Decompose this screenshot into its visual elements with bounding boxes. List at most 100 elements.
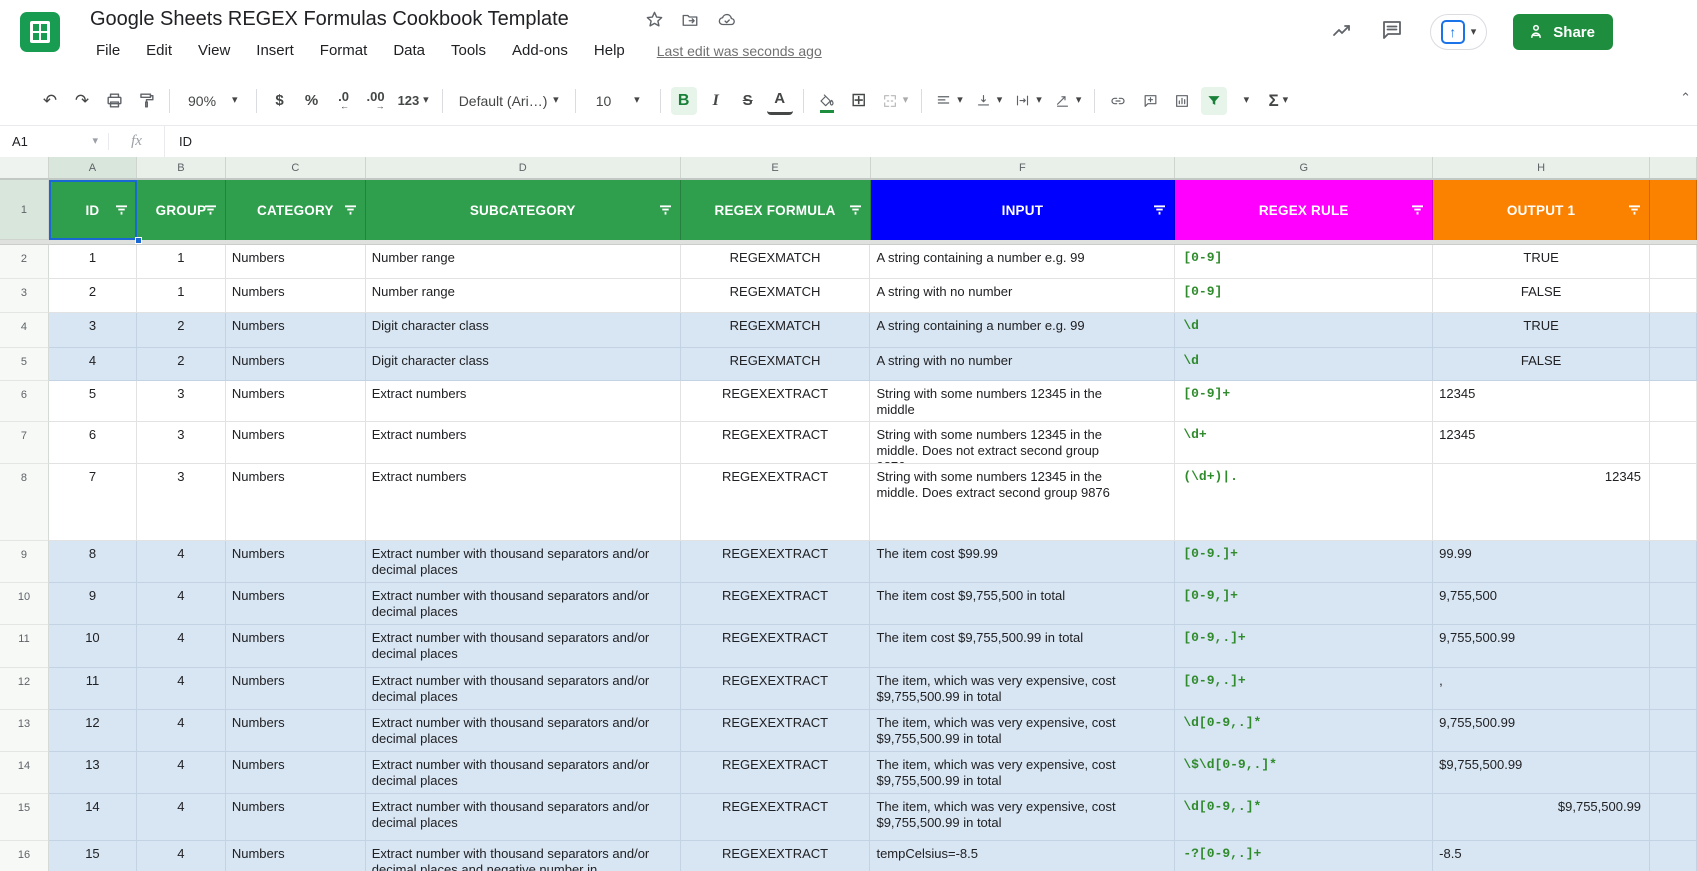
cell-formula[interactable]: REGEXEXTRACT xyxy=(680,464,871,541)
row-header-15[interactable]: 15 xyxy=(0,794,49,841)
cell-output[interactable]: TRUE xyxy=(1433,313,1651,348)
cell-id[interactable]: 11 xyxy=(48,668,137,710)
cell-empty[interactable] xyxy=(1650,583,1697,625)
cell-regex-rule[interactable]: [0-9,.]+ xyxy=(1175,668,1434,710)
column-header-B[interactable]: B xyxy=(137,157,226,178)
italic-button[interactable]: I xyxy=(712,91,719,109)
redo-button[interactable]: ↷ xyxy=(74,90,90,110)
cell-input[interactable]: The item cost $9,755,500 in total xyxy=(870,583,1176,625)
cell-input[interactable]: A string with no number xyxy=(870,279,1176,313)
column-header-G[interactable]: G xyxy=(1175,157,1434,178)
cell-output[interactable]: $9,755,500.99 xyxy=(1433,794,1651,841)
cell-empty[interactable] xyxy=(1650,279,1697,313)
header-filter-icon[interactable] xyxy=(1153,205,1166,216)
row-header-13[interactable]: 13 xyxy=(0,710,49,752)
cell-input[interactable]: The item, which was very expensive, cost… xyxy=(870,710,1176,752)
row-header-9[interactable]: 9 xyxy=(0,541,49,583)
formula-input[interactable]: ID xyxy=(164,126,1697,157)
cell-regex-rule[interactable]: \d[0-9,.]* xyxy=(1175,794,1434,841)
share-button[interactable]: Share xyxy=(1513,14,1613,50)
cell-group[interactable]: 3 xyxy=(136,381,226,422)
move-folder-icon[interactable] xyxy=(680,11,700,34)
star-icon[interactable] xyxy=(645,10,664,34)
cell-category[interactable]: Numbers xyxy=(225,381,366,422)
cell-category[interactable]: Numbers xyxy=(225,464,366,541)
menu-view[interactable]: View xyxy=(198,42,231,59)
cell-group[interactable]: 4 xyxy=(136,541,226,583)
cell-subcategory[interactable]: Extract numbers xyxy=(365,464,681,541)
document-title[interactable]: Google Sheets REGEX Formulas Cookbook Te… xyxy=(90,8,569,30)
cell-subcategory[interactable]: Extract numbers xyxy=(365,381,681,422)
text-rotation-button[interactable]: ▾ xyxy=(1051,87,1085,115)
cell-formula[interactable]: REGEXEXTRACT xyxy=(680,752,871,794)
cell-group[interactable]: 4 xyxy=(136,668,226,710)
header-cell-id[interactable]: ID xyxy=(48,180,137,240)
cell-category[interactable]: Numbers xyxy=(225,625,366,668)
cell-category[interactable]: Numbers xyxy=(225,794,366,841)
cloud-saved-icon[interactable] xyxy=(716,11,738,34)
cell-id[interactable]: 8 xyxy=(48,541,137,583)
cell-formula[interactable]: REGEXEXTRACT xyxy=(680,583,871,625)
cell-formula[interactable]: REGEXEXTRACT xyxy=(680,625,871,668)
cell-empty[interactable] xyxy=(1650,348,1697,381)
cell-empty[interactable] xyxy=(1650,381,1697,422)
menu-file[interactable]: File xyxy=(96,42,121,59)
cell-category[interactable]: Numbers xyxy=(225,841,366,871)
cell-group[interactable]: 4 xyxy=(136,583,226,625)
cell-category[interactable]: Numbers xyxy=(225,583,366,625)
cell-regex-rule[interactable]: \d xyxy=(1175,348,1434,381)
cell-regex-rule[interactable]: [0-9,]+ xyxy=(1175,583,1434,625)
cell-id[interactable]: 10 xyxy=(48,625,137,668)
cell-output[interactable]: FALSE xyxy=(1433,348,1651,381)
font-select[interactable]: Default (Ari…) ▾ xyxy=(458,92,559,109)
vertical-align-button[interactable]: ▾ xyxy=(972,87,1006,115)
row-header-1[interactable]: 1 xyxy=(0,180,49,240)
row-header-2[interactable]: 2 xyxy=(0,245,49,279)
header-cell-category[interactable]: CATEGORY xyxy=(225,180,366,240)
header-cell-regex-rule[interactable]: REGEX RULE xyxy=(1175,180,1434,240)
cell-subcategory[interactable]: Number range xyxy=(365,279,681,313)
cell-formula[interactable]: REGEXMATCH xyxy=(680,245,871,279)
cell-output[interactable]: 12345 xyxy=(1433,381,1651,422)
cell-subcategory[interactable]: Extract number with thousand separators … xyxy=(365,583,681,625)
select-all-corner[interactable] xyxy=(0,157,49,178)
cell-id[interactable]: 6 xyxy=(48,422,137,464)
row-header-5[interactable]: 5 xyxy=(0,348,49,381)
cell-output[interactable]: 12345 xyxy=(1433,422,1651,464)
cell-group[interactable]: 4 xyxy=(136,710,226,752)
cell-empty[interactable] xyxy=(1650,245,1697,279)
cell-group[interactable]: 2 xyxy=(136,313,226,348)
present-button[interactable]: ↑ ▾ xyxy=(1429,14,1488,50)
bold-button[interactable]: B xyxy=(670,86,697,115)
column-header-E[interactable]: E xyxy=(681,157,871,178)
cell-id[interactable]: 7 xyxy=(48,464,137,541)
cell-regex-rule[interactable]: \d xyxy=(1175,313,1434,348)
cell-input[interactable]: The item cost $9,755,500.99 in total xyxy=(870,625,1176,668)
cell-id[interactable]: 14 xyxy=(48,794,137,841)
cell-formula[interactable]: REGEXEXTRACT xyxy=(680,381,871,422)
cell-subcategory[interactable]: Digit character class xyxy=(365,348,681,381)
cell-id[interactable]: 1 xyxy=(48,245,137,279)
cell-category[interactable]: Numbers xyxy=(225,279,366,313)
cell-regex-rule[interactable]: (\d+)|. xyxy=(1175,464,1434,541)
cell-category[interactable]: Numbers xyxy=(225,752,366,794)
header-filter-icon[interactable] xyxy=(1411,205,1424,216)
cell-group[interactable]: 4 xyxy=(136,794,226,841)
cell-output[interactable]: 9,755,500.99 xyxy=(1433,710,1651,752)
cell-output[interactable]: 99.99 xyxy=(1433,541,1651,583)
header-filter-icon[interactable] xyxy=(115,205,128,216)
insights-icon[interactable] xyxy=(1330,18,1354,47)
cell-subcategory[interactable]: Extract number with thousand separators … xyxy=(365,710,681,752)
menu-addons[interactable]: Add-ons xyxy=(512,42,568,59)
cell-regex-rule[interactable]: [0-9]+ xyxy=(1175,381,1434,422)
menu-help[interactable]: Help xyxy=(593,42,625,59)
row-header-3[interactable]: 3 xyxy=(0,279,49,313)
cell-empty[interactable] xyxy=(1650,794,1697,841)
paint-format-button[interactable] xyxy=(133,87,159,115)
row-header-11[interactable]: 11 xyxy=(0,625,49,668)
cell-output[interactable]: FALSE xyxy=(1433,279,1651,313)
insert-link-button[interactable] xyxy=(1105,87,1131,115)
cell-id[interactable]: 13 xyxy=(48,752,137,794)
insert-chart-button[interactable] xyxy=(1169,87,1195,115)
cell-id[interactable]: 4 xyxy=(48,348,137,381)
